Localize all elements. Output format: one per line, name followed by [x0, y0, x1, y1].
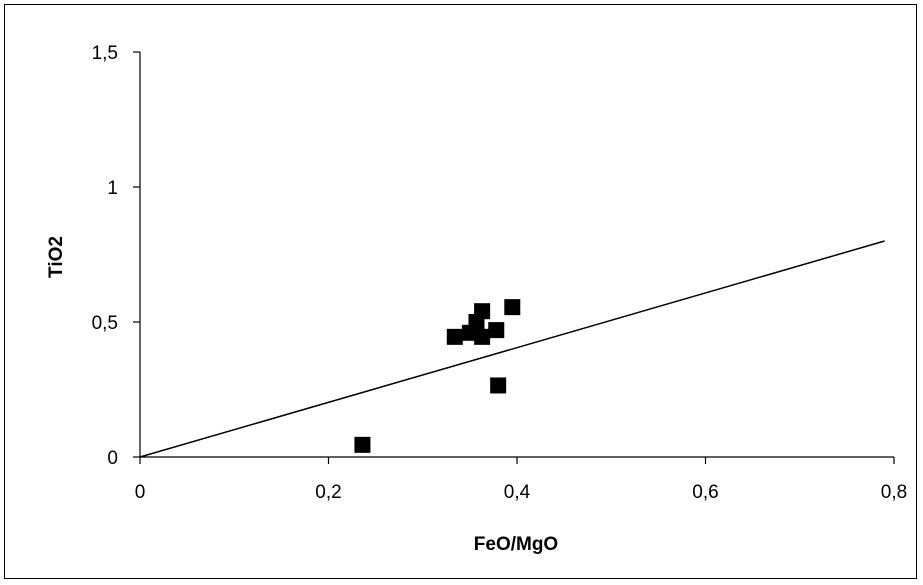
- y-tick-label: 0: [107, 448, 118, 469]
- y-tick-label: 1: [107, 178, 118, 199]
- x-tick-label: 0: [135, 482, 146, 503]
- x-tick-label: 0,4: [504, 482, 531, 503]
- data-point: [474, 328, 491, 345]
- x-axis-title: FeO/MgO: [474, 534, 558, 555]
- data-point: [488, 322, 505, 339]
- axes: 0 0,2 0,4 0,6 0,8 0 0,5 1 1,5: [92, 43, 908, 503]
- x-tick-label: 0,2: [315, 482, 341, 503]
- y-tick-label: 1,5: [92, 43, 118, 64]
- data-point: [446, 328, 463, 345]
- y-tick-label: 0,5: [92, 313, 118, 334]
- x-tick-label: 0,8: [881, 482, 907, 503]
- data-point: [354, 436, 371, 453]
- data-point: [474, 303, 491, 320]
- y-axis-title: TiO2: [46, 236, 67, 278]
- reference-line: [139, 240, 885, 458]
- chart-frame: [4, 4, 917, 579]
- data-point: [490, 377, 507, 394]
- data-points: [139, 240, 885, 458]
- x-tick-label: 0,6: [692, 482, 718, 503]
- data-point: [504, 299, 521, 316]
